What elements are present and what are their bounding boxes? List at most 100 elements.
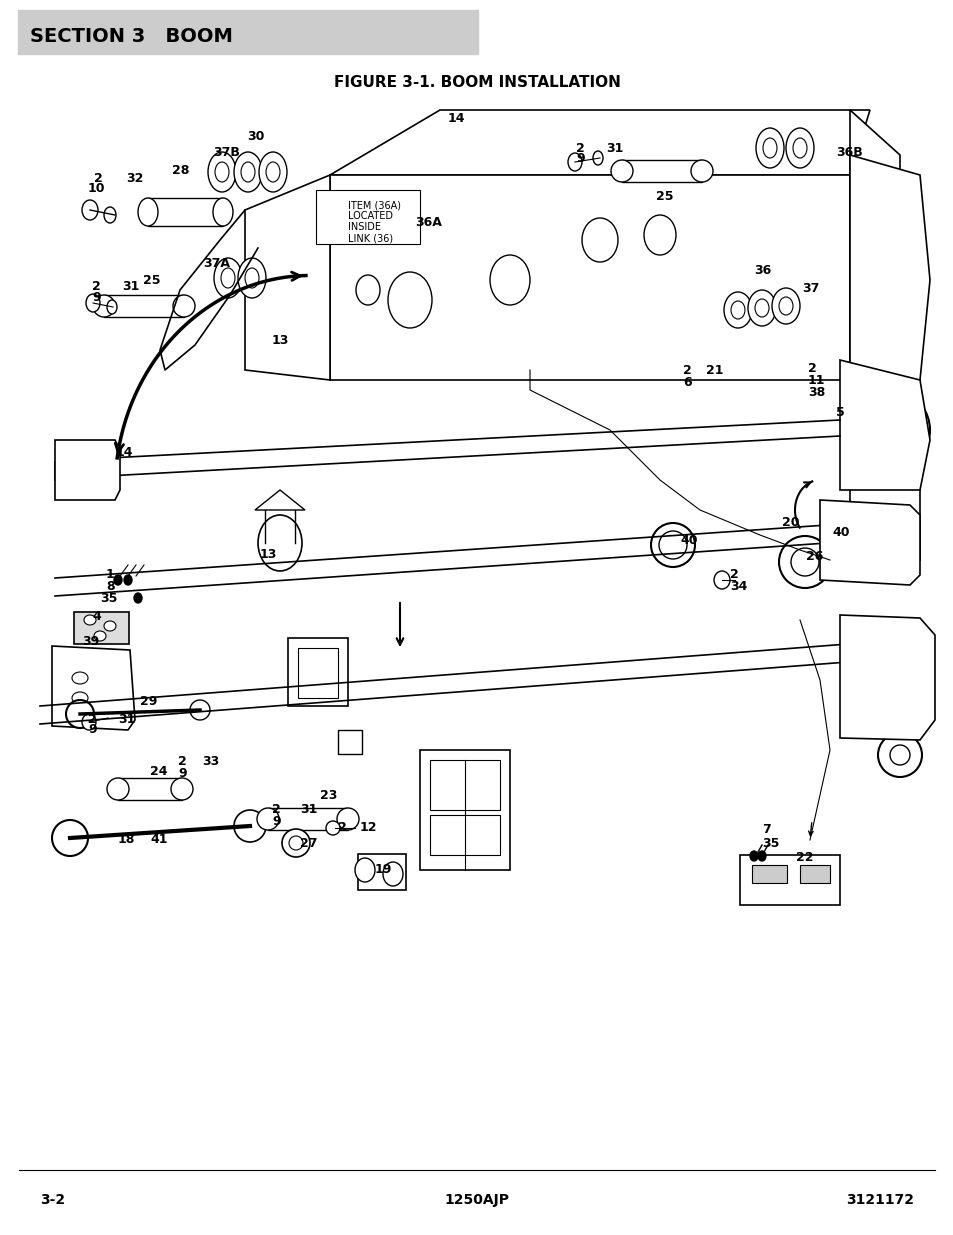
- Ellipse shape: [723, 291, 751, 329]
- Polygon shape: [849, 110, 899, 380]
- Ellipse shape: [567, 153, 581, 170]
- Text: 19: 19: [375, 863, 392, 877]
- Text: 21: 21: [705, 363, 722, 377]
- Text: 35: 35: [100, 592, 117, 604]
- Text: 13: 13: [272, 333, 289, 347]
- Text: 2: 2: [178, 756, 187, 768]
- Text: 35: 35: [761, 837, 779, 851]
- Text: 2: 2: [94, 172, 103, 184]
- Ellipse shape: [355, 275, 379, 305]
- Ellipse shape: [388, 272, 432, 329]
- Ellipse shape: [208, 152, 235, 191]
- Bar: [854, 708, 899, 722]
- Ellipse shape: [581, 219, 618, 262]
- Polygon shape: [840, 615, 934, 740]
- Text: 31: 31: [122, 279, 139, 293]
- Ellipse shape: [107, 778, 129, 800]
- Text: 22: 22: [795, 851, 813, 864]
- Ellipse shape: [258, 152, 287, 191]
- Bar: [74, 613, 129, 643]
- Text: 1250AJP: 1250AJP: [444, 1193, 509, 1207]
- Ellipse shape: [713, 571, 729, 589]
- Polygon shape: [52, 646, 135, 730]
- Polygon shape: [245, 175, 330, 380]
- Ellipse shape: [282, 829, 310, 857]
- Text: 10: 10: [88, 182, 106, 194]
- Text: 2: 2: [576, 142, 584, 154]
- Text: 9: 9: [272, 815, 280, 829]
- Text: 25: 25: [143, 273, 160, 287]
- Bar: [847, 520, 887, 532]
- Text: 2: 2: [682, 363, 691, 377]
- Ellipse shape: [659, 531, 686, 559]
- Text: 26: 26: [805, 550, 822, 562]
- Bar: [854, 672, 899, 685]
- Bar: [847, 548, 887, 559]
- Bar: [847, 534, 887, 546]
- Text: 1: 1: [106, 568, 114, 580]
- Ellipse shape: [233, 152, 262, 191]
- Ellipse shape: [113, 576, 122, 585]
- Polygon shape: [55, 459, 70, 480]
- Text: 3-2: 3-2: [40, 1193, 65, 1207]
- Ellipse shape: [237, 258, 266, 298]
- Ellipse shape: [190, 700, 210, 720]
- Ellipse shape: [593, 151, 602, 165]
- Text: 40: 40: [679, 534, 697, 547]
- Text: 34: 34: [729, 579, 746, 593]
- Bar: [118, 778, 182, 800]
- Text: SECTION 3   BOOM: SECTION 3 BOOM: [30, 26, 233, 46]
- Text: 9: 9: [178, 767, 187, 781]
- Polygon shape: [849, 459, 919, 559]
- Ellipse shape: [82, 714, 96, 730]
- Text: 2: 2: [337, 821, 346, 835]
- Bar: [419, 750, 510, 869]
- Bar: [751, 864, 786, 883]
- Ellipse shape: [730, 301, 744, 319]
- Text: 2: 2: [807, 362, 816, 374]
- Ellipse shape: [785, 128, 813, 168]
- Ellipse shape: [326, 821, 339, 835]
- Ellipse shape: [213, 198, 233, 226]
- Ellipse shape: [133, 593, 142, 603]
- Text: 37B: 37B: [213, 146, 239, 158]
- Text: 6: 6: [682, 375, 691, 389]
- Text: 31: 31: [299, 804, 317, 816]
- Text: 14: 14: [448, 111, 465, 125]
- Text: 37A: 37A: [203, 257, 230, 269]
- Ellipse shape: [889, 745, 909, 764]
- Text: ITEM (36A): ITEM (36A): [348, 200, 400, 210]
- Text: 20: 20: [781, 515, 799, 529]
- Bar: [104, 295, 184, 317]
- Ellipse shape: [869, 395, 929, 466]
- Text: 2: 2: [729, 568, 738, 580]
- Ellipse shape: [104, 207, 116, 224]
- Ellipse shape: [241, 162, 254, 182]
- Polygon shape: [840, 359, 929, 490]
- Text: 12: 12: [359, 821, 377, 835]
- Ellipse shape: [171, 778, 193, 800]
- Text: FIGURE 3-1. BOOM INSTALLATION: FIGURE 3-1. BOOM INSTALLATION: [334, 74, 619, 89]
- Bar: [854, 636, 899, 650]
- Bar: [18, 10, 477, 54]
- Polygon shape: [330, 110, 869, 175]
- Bar: [337, 730, 361, 755]
- Ellipse shape: [643, 215, 676, 254]
- Polygon shape: [55, 440, 120, 500]
- Bar: [854, 690, 899, 704]
- Ellipse shape: [779, 536, 830, 588]
- Text: 27: 27: [299, 837, 317, 851]
- Ellipse shape: [762, 138, 776, 158]
- Ellipse shape: [690, 161, 712, 182]
- Ellipse shape: [104, 621, 116, 631]
- Text: 36B: 36B: [835, 146, 862, 158]
- Text: 25: 25: [656, 189, 673, 203]
- Ellipse shape: [94, 631, 106, 641]
- Text: LINK (36): LINK (36): [348, 233, 393, 243]
- Text: 2: 2: [272, 804, 280, 816]
- Ellipse shape: [86, 294, 100, 312]
- Ellipse shape: [124, 576, 132, 585]
- Text: 31: 31: [605, 142, 622, 154]
- Ellipse shape: [245, 268, 258, 288]
- Text: 41: 41: [150, 834, 168, 846]
